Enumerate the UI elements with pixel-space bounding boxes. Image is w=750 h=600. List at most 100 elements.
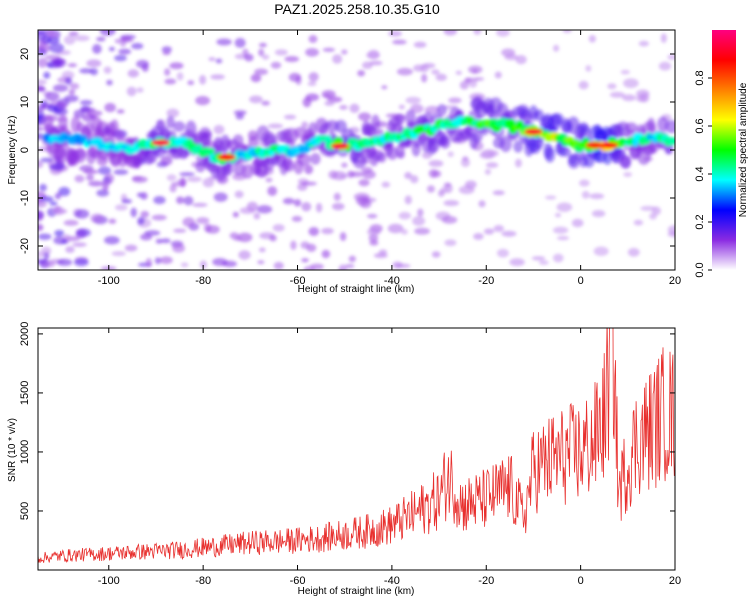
noise-blob bbox=[90, 213, 104, 223]
noise-blob bbox=[308, 72, 319, 82]
noise-blob bbox=[361, 61, 373, 70]
noise-blob bbox=[38, 86, 46, 92]
noise-blob bbox=[73, 109, 85, 119]
noise-blob bbox=[65, 246, 75, 254]
noise-blob bbox=[258, 247, 266, 253]
x-tick-label: -100 bbox=[98, 275, 120, 287]
halo-blob bbox=[395, 144, 405, 159]
noise-blob bbox=[90, 68, 98, 76]
halo-blob bbox=[293, 126, 308, 138]
noise-blob bbox=[141, 64, 149, 72]
spectrogram-y-label: Frequency (Hz) bbox=[7, 116, 18, 185]
noise-blob bbox=[72, 242, 87, 247]
noise-blob bbox=[496, 30, 510, 37]
colorbar-tick-label: 0.8 bbox=[694, 70, 706, 85]
noise-blob bbox=[387, 223, 404, 234]
snr-x-ticks: -100 -80 -60 -40 -20 0 20 bbox=[98, 328, 681, 587]
noise-blob bbox=[208, 57, 216, 62]
noise-blob bbox=[153, 195, 166, 205]
noise-blob bbox=[179, 172, 195, 177]
noise-blob bbox=[64, 94, 79, 103]
halo-blob bbox=[665, 119, 675, 134]
noise-blob bbox=[74, 174, 85, 183]
colorbar-ticks: 0.0 0.2 0.4 0.6 0.8 bbox=[694, 70, 712, 278]
noise-blob bbox=[67, 63, 78, 68]
noise-blob bbox=[431, 251, 441, 258]
noise-blob bbox=[86, 59, 102, 68]
noise-blob bbox=[79, 68, 93, 74]
noise-blob bbox=[96, 36, 106, 42]
noise-blob bbox=[58, 186, 71, 197]
noise-blob bbox=[348, 255, 356, 263]
noise-blob bbox=[328, 170, 338, 180]
noise-blob bbox=[556, 202, 573, 212]
noise-blob bbox=[591, 209, 606, 218]
noise-blob bbox=[494, 71, 502, 79]
noise-blob bbox=[448, 97, 462, 104]
noise-blob bbox=[187, 80, 195, 86]
noise-blob bbox=[420, 63, 429, 73]
noise-blob bbox=[443, 30, 458, 36]
noise-blob bbox=[593, 246, 609, 257]
noise-blob bbox=[427, 185, 435, 193]
noise-blob bbox=[571, 218, 584, 228]
noise-blob bbox=[160, 238, 171, 244]
y-tick-label: 20 bbox=[19, 48, 31, 60]
noise-blob bbox=[581, 190, 590, 199]
colorbar-label: Normalized spectral amplitude bbox=[738, 82, 749, 217]
colorbar-tick-label: 0.2 bbox=[694, 214, 706, 229]
noise-blob bbox=[238, 250, 251, 260]
noise-blob bbox=[160, 155, 173, 166]
noise-blob bbox=[155, 238, 163, 244]
noise-blob bbox=[478, 200, 486, 208]
noise-blob bbox=[443, 200, 460, 207]
y-tick-label: 500 bbox=[19, 502, 31, 520]
ridge-blob bbox=[203, 147, 215, 156]
noise-blob bbox=[274, 49, 288, 56]
noise-blob bbox=[412, 216, 426, 226]
noise-blob bbox=[623, 172, 633, 177]
noise-blob bbox=[41, 246, 52, 256]
halo-blob bbox=[618, 155, 632, 168]
noise-blob bbox=[199, 74, 207, 85]
noise-blob bbox=[544, 195, 557, 200]
noise-blob bbox=[38, 258, 47, 264]
spectrogram-heatmap bbox=[38, 30, 675, 270]
noise-blob bbox=[38, 233, 52, 240]
x-tick-label: -80 bbox=[195, 575, 211, 587]
hotspot-blob bbox=[217, 154, 236, 161]
y-tick-label: -10 bbox=[19, 190, 31, 206]
halo-blob bbox=[459, 127, 472, 141]
x-tick-label: -40 bbox=[384, 575, 400, 587]
noise-blob bbox=[38, 126, 44, 132]
x-tick-label: -60 bbox=[290, 275, 306, 287]
noise-blob bbox=[607, 83, 617, 90]
noise-blob bbox=[308, 35, 318, 44]
halo-blob bbox=[242, 163, 254, 179]
noise-blob bbox=[169, 184, 177, 193]
y-tick-label: 0 bbox=[19, 147, 31, 153]
noise-blob bbox=[378, 249, 388, 255]
noise-blob bbox=[338, 173, 348, 180]
noise-blob bbox=[538, 260, 549, 265]
noise-blob bbox=[589, 193, 605, 200]
noise-blob bbox=[357, 69, 366, 77]
noise-blob bbox=[441, 215, 458, 224]
noise-blob bbox=[126, 86, 137, 97]
noise-blob bbox=[159, 256, 173, 265]
noise-blob bbox=[141, 191, 148, 200]
noise-blob bbox=[358, 112, 372, 121]
noise-blob bbox=[447, 151, 454, 158]
halo-blob bbox=[561, 146, 571, 158]
noise-blob bbox=[73, 258, 89, 267]
noise-blob bbox=[649, 212, 657, 220]
noise-blob bbox=[244, 53, 254, 62]
noise-blob bbox=[104, 102, 116, 113]
noise-blob bbox=[144, 230, 161, 236]
noise-blob bbox=[258, 48, 265, 57]
noise-blob bbox=[253, 212, 261, 220]
noise-blob bbox=[196, 217, 210, 224]
halo-blob bbox=[439, 135, 451, 149]
halo-blob bbox=[220, 134, 231, 152]
noise-blob bbox=[154, 257, 162, 265]
